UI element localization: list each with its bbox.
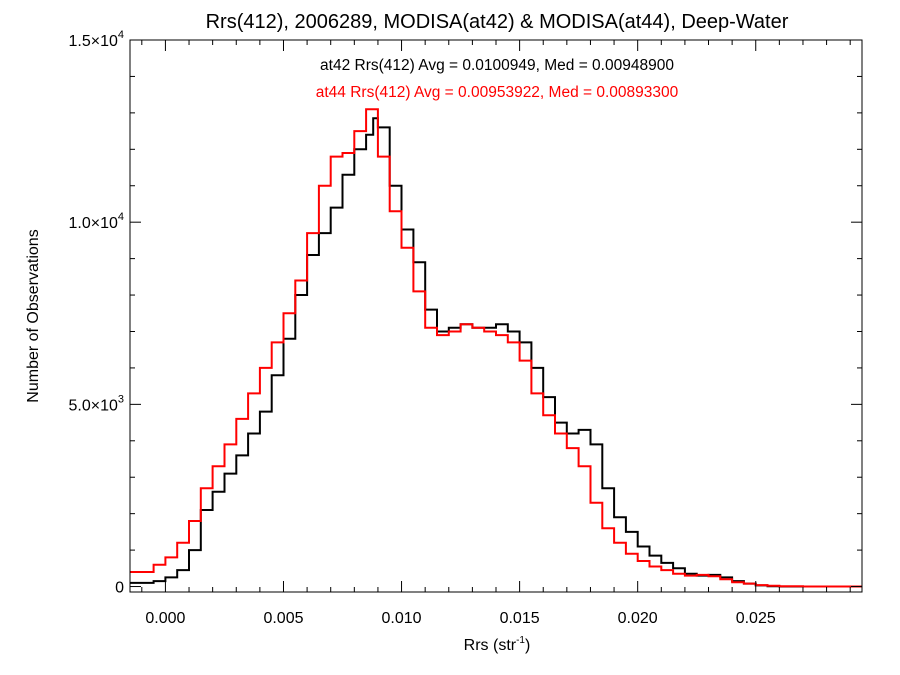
x-tick-label: 0.010: [382, 610, 422, 627]
ticks-layer: [130, 39, 862, 592]
y-tick-label: 5.0×103: [68, 393, 124, 414]
series-line-at44: [130, 108, 862, 588]
x-axis-label-text: Rrs (str: [464, 637, 517, 654]
series-line-at42: [130, 117, 862, 588]
x-axis-label: Rrs (str-1): [464, 635, 531, 654]
x-tick-label: 0.025: [736, 610, 776, 627]
x-axis-label-suffix: ): [525, 637, 530, 654]
chart-title: Rrs(412), 2006289, MODISA(at42) & MODISA…: [206, 11, 789, 33]
x-axis-label-sup: -1: [516, 635, 525, 646]
x-tick-label: 0.020: [618, 610, 658, 627]
y-tick-label: 1.0×104: [68, 211, 124, 232]
y-tick-label: 0: [115, 580, 124, 597]
plot-frame: [129, 39, 863, 593]
x-tick-label: 0.000: [145, 610, 185, 627]
legend-at44: at44 Rrs(412) Avg = 0.00953922, Med = 0.…: [316, 84, 679, 101]
tick-labels-layer: 0.000 0.005 0.010 0.015 0.020 0.025 0 5.0×103 1.…: [68, 29, 775, 627]
x-tick-label: 0.015: [500, 610, 540, 627]
y-axis-label: Number of Observations: [25, 229, 42, 402]
y-tick-label: 1.5×104: [68, 29, 124, 50]
legend-at42: at42 Rrs(412) Avg = 0.0100949, Med = 0.0…: [320, 57, 674, 74]
x-tick-label: 0.005: [263, 610, 303, 627]
series-layer: [130, 108, 862, 588]
